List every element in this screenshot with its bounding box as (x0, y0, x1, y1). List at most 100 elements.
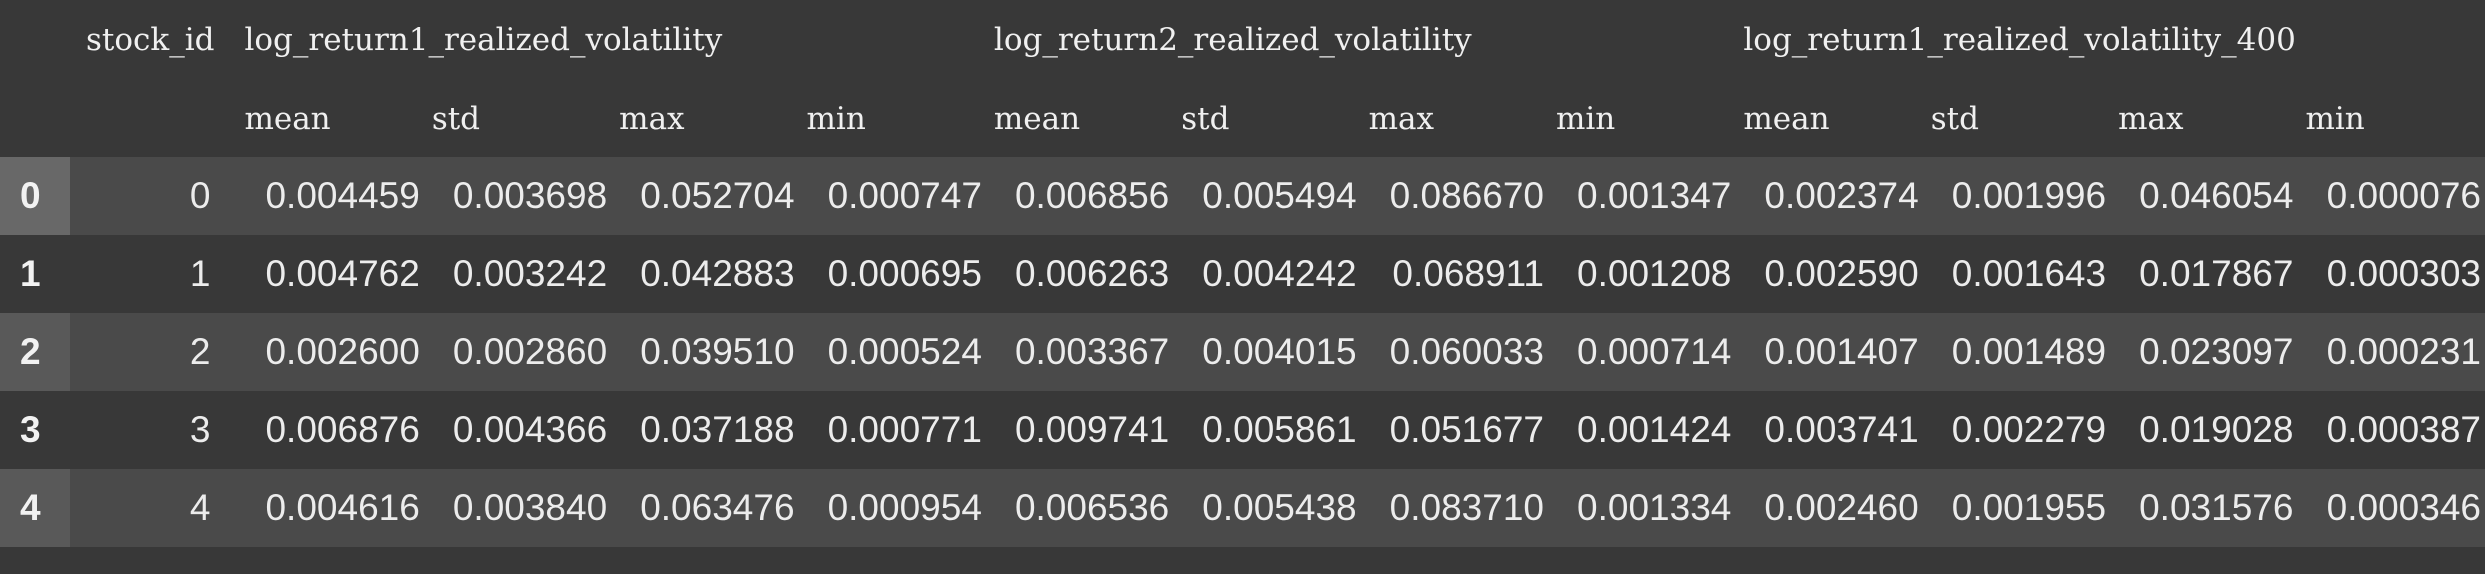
stat-header: min (806, 100, 866, 137)
table-row[interactable]: 1 1 0.004762 0.003242 0.042883 0.000695 … (0, 235, 2485, 313)
table-row[interactable]: 4 4 0.004616 0.003840 0.063476 0.000954 … (0, 469, 2485, 547)
row-index: 4 (0, 469, 71, 547)
column-group-header: log_return1_realized_volatility_400 (1743, 22, 2296, 58)
table-cell: 0.006263 (1014, 253, 1170, 294)
table-cell: 0.083710 (1389, 487, 1544, 528)
table-cell: 0.001424 (1577, 409, 1732, 450)
table-cell: 0.002279 (1951, 409, 2107, 450)
table-cell: 0.017867 (2139, 253, 2294, 294)
table-cell: 0.005438 (1202, 487, 1357, 528)
stat-header: std (1930, 100, 1979, 137)
table-row[interactable]: 0 0 0.004459 0.003698 0.052704 0.000747 … (0, 157, 2485, 235)
blank-header (70, 80, 236, 157)
table-cell: 0.000231 (2326, 331, 2481, 372)
table-cell: 0.004366 (452, 409, 608, 450)
index-header (0, 0, 70, 80)
table-cell: 0.004459 (265, 175, 420, 216)
table-cell: 0.002374 (1764, 175, 1919, 216)
table-cell: 0.002860 (452, 331, 608, 372)
table-cell: 0.001489 (1951, 331, 2107, 372)
table-row[interactable]: 2 2 0.002600 0.002860 0.039510 0.000524 … (0, 313, 2485, 391)
stock-id-cell: 3 (189, 409, 211, 450)
table-cell: 0.003698 (452, 175, 608, 216)
table-cell: 0.000387 (2326, 409, 2481, 450)
table-cell: 0.009741 (1014, 409, 1170, 450)
table-cell: 0.000524 (827, 331, 982, 372)
table-cell: 0.000747 (827, 175, 982, 216)
header-row-stats: mean std max min mean std max min mean s… (0, 80, 2485, 157)
table-cell: 0.006536 (1014, 487, 1170, 528)
table-cell: 0.003840 (452, 487, 608, 528)
table-cell: 0.068911 (1392, 253, 1544, 294)
stat-header: max (619, 100, 685, 137)
table-cell: 0.031576 (2139, 487, 2294, 528)
table-cell: 0.001643 (1951, 253, 2107, 294)
stock-id-cell: 4 (189, 487, 211, 528)
table-cell: 0.001208 (1577, 253, 1732, 294)
table-cell: 0.042883 (640, 253, 795, 294)
table-cell: 0.051677 (1389, 409, 1544, 450)
table-cell: 0.060033 (1389, 331, 1544, 372)
stat-header: min (2305, 100, 2365, 137)
table-cell: 0.006856 (1014, 175, 1170, 216)
stock-id-header: stock_id (86, 22, 215, 58)
row-index: 3 (20, 409, 41, 450)
table-cell: 0.000714 (1577, 331, 1732, 372)
stat-header: max (2118, 100, 2184, 137)
stat-header: mean (244, 100, 331, 137)
row-index: 1 (20, 253, 41, 294)
table-cell: 0.005861 (1202, 409, 1357, 450)
stat-header: max (1368, 100, 1434, 137)
stat-header: mean (1743, 100, 1830, 137)
row-index: 0 (0, 157, 71, 235)
table-cell: 0.004616 (265, 487, 420, 528)
table-cell: 0.063476 (640, 487, 795, 528)
table-cell: 0.001347 (1577, 175, 1732, 216)
table-cell: 0.052704 (640, 175, 795, 216)
table-cell: 0.002460 (1764, 487, 1919, 528)
stock-id-cell: 2 (189, 331, 211, 372)
table-cell: 0.001996 (1951, 175, 2107, 216)
table-cell: 0.003741 (1764, 409, 1919, 450)
table-cell: 0.000954 (827, 487, 982, 528)
blank-header (0, 80, 70, 157)
table-cell: 0.006876 (265, 409, 420, 450)
table-cell: 0.003367 (1014, 331, 1170, 372)
table-cell: 0.000695 (827, 253, 982, 294)
table-cell: 0.000076 (2326, 175, 2481, 216)
stat-header: mean (993, 100, 1081, 137)
table-cell: 0.086670 (1389, 175, 1544, 216)
table-cell: 0.002600 (265, 331, 420, 372)
table-cell: 0.023097 (2139, 331, 2294, 372)
table-cell: 0.004242 (1202, 253, 1357, 294)
table-cell: 0.000303 (2326, 253, 2481, 294)
table-cell: 0.002590 (1764, 253, 1919, 294)
stock-id-cell: 1 (189, 253, 211, 294)
table-cell: 0.001407 (1764, 331, 1919, 372)
stat-header: std (431, 100, 481, 137)
table-cell: 0.039510 (640, 331, 795, 372)
table-cell: 0.019028 (2139, 409, 2294, 450)
table-cell: 0.000346 (2326, 487, 2481, 528)
table-cell: 0.000771 (827, 409, 982, 450)
table-cell: 0.004762 (265, 253, 420, 294)
dataframe-table: stock_id log_return1_realized_volatility… (0, 0, 2485, 547)
table-cell: 0.005494 (1202, 175, 1357, 216)
table-row[interactable]: 3 3 0.006876 0.004366 0.037188 0.000771 … (0, 391, 2485, 469)
stock-id-cell: 0 (189, 175, 211, 216)
column-group-header: log_return2_realized_volatility (993, 22, 1472, 58)
row-index: 2 (0, 313, 71, 391)
table-cell: 0.001955 (1951, 487, 2107, 528)
table-cell: 0.001334 (1577, 487, 1732, 528)
stat-header: min (1555, 100, 1616, 137)
column-group-header: log_return1_realized_volatility (244, 22, 723, 58)
table-cell: 0.004015 (1202, 331, 1357, 372)
header-row-groups: stock_id log_return1_realized_volatility… (0, 0, 2485, 80)
table-cell: 0.046054 (2139, 175, 2294, 216)
table-cell: 0.003242 (452, 253, 608, 294)
stat-header: std (1181, 100, 1230, 137)
table-header: stock_id log_return1_realized_volatility… (0, 0, 2485, 157)
table-body: 0 0 0.004459 0.003698 0.052704 0.000747 … (0, 157, 2485, 547)
table-cell: 0.037188 (640, 409, 795, 450)
